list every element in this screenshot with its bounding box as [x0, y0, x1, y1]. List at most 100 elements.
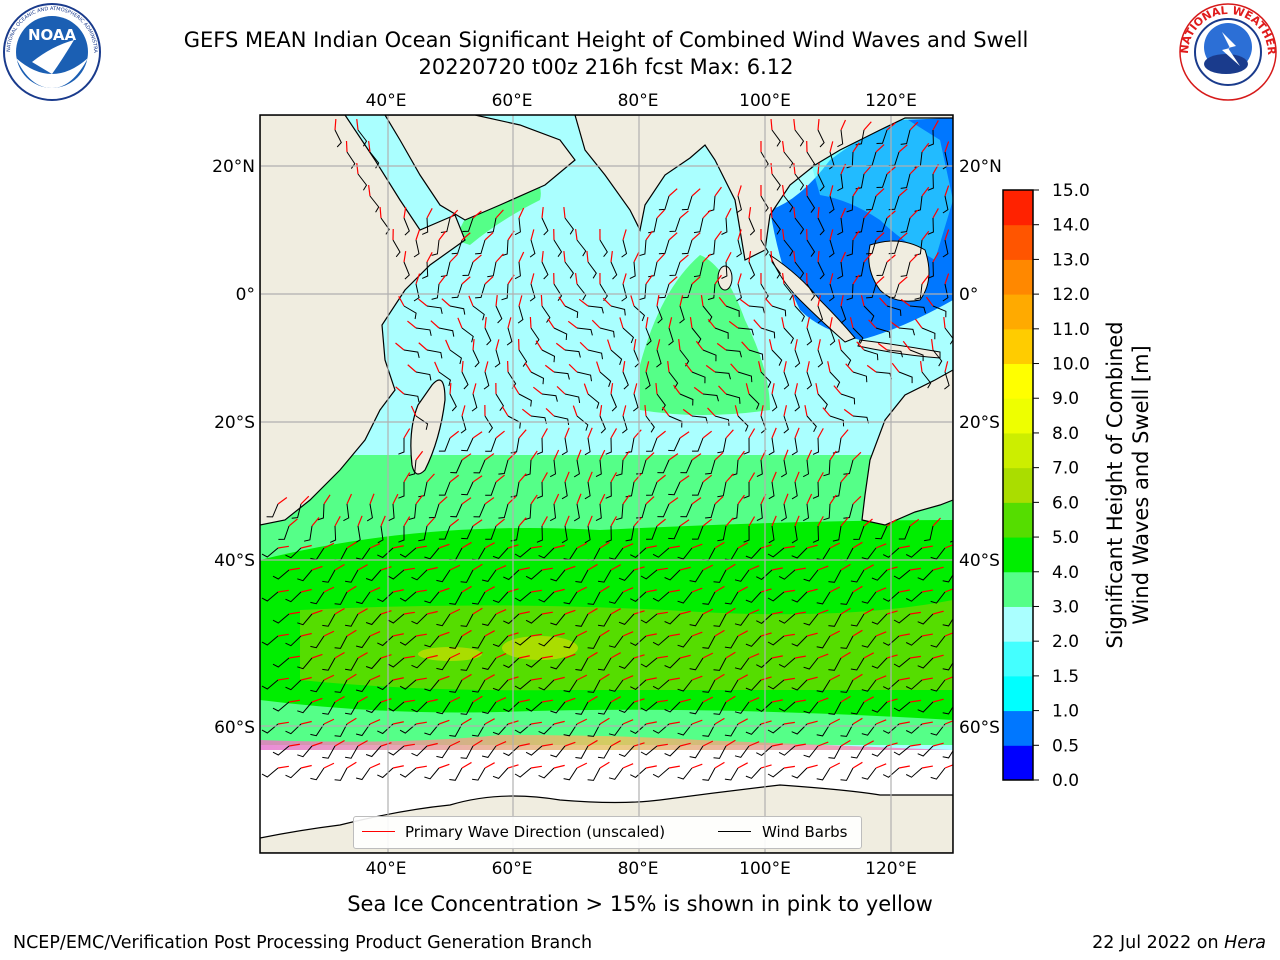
wave-direction-arrow: [323, 674, 335, 681]
wind-barb: [756, 657, 773, 669]
wind-barb: [377, 635, 394, 647]
wind-barb: [317, 503, 325, 521]
wave-direction-arrow: [668, 633, 680, 637]
wind-barb: [640, 745, 658, 756]
wind-barb: [608, 767, 624, 780]
wave-direction-arrow: [914, 318, 923, 329]
wind-barb: [334, 767, 348, 781]
wave-direction-arrow: [838, 339, 842, 351]
wave-direction-arrow: [679, 610, 691, 615]
wind-barb: [424, 635, 440, 648]
colorbar-tick-label: 15.0: [1052, 181, 1090, 201]
colorbar-segment: [1003, 710, 1033, 746]
wind-barb: [828, 195, 835, 214]
wave-direction-arrow: [668, 497, 679, 505]
wind-barb: [377, 767, 394, 779]
wind-barb: [461, 437, 474, 452]
wind-barb: [791, 481, 798, 500]
wind-barb: [541, 349, 556, 363]
wave-direction-arrow: [645, 317, 649, 329]
wind-barb: [297, 569, 313, 582]
wind-barb: [917, 613, 934, 625]
wind-barb: [472, 679, 486, 693]
wind-barb: [705, 503, 716, 519]
wind-barb: [424, 679, 440, 692]
wind-barb: [806, 151, 816, 169]
wave-direction-arrow: [760, 544, 772, 549]
wind-barb: [438, 437, 451, 452]
wind-barb: [492, 635, 509, 647]
wave-direction-arrow: [300, 764, 312, 769]
wave-direction-arrow: [415, 494, 424, 505]
wind-barb: [778, 657, 796, 668]
wind-barb: [645, 327, 652, 346]
wave-direction-arrow: [567, 320, 578, 329]
wind-barb: [365, 613, 382, 626]
wind-barb: [538, 723, 555, 735]
wind-barb: [403, 305, 417, 320]
wind-barb: [806, 371, 813, 390]
wave-direction-arrow: [392, 493, 399, 505]
wind-barb: [680, 459, 693, 474]
wind-barb: [618, 657, 635, 669]
wave-direction-arrow: [535, 340, 543, 351]
wind-barb: [756, 745, 773, 757]
wave-direction-arrow: [300, 632, 312, 637]
wind-barb: [956, 262, 961, 279]
wave-direction-arrow: [673, 384, 681, 395]
wind-barb: [681, 283, 693, 299]
wind-barb: [691, 327, 702, 345]
wave-direction-arrow: [564, 471, 570, 483]
wave-direction-arrow: [495, 474, 505, 483]
wave-direction-arrow: [356, 119, 359, 131]
wind-barb: [956, 306, 965, 322]
wind-barb: [261, 767, 279, 778]
wave-direction-arrow: [300, 676, 312, 681]
wave-direction-arrow: [695, 340, 704, 351]
wind-barb: [767, 591, 785, 602]
wind-barb: [622, 327, 634, 344]
wind-barb: [669, 217, 681, 232]
wave-direction-arrow: [645, 545, 657, 549]
wave-direction-arrow: [630, 295, 635, 307]
wave-direction-arrow: [827, 361, 831, 373]
wave-direction-arrow: [921, 545, 933, 549]
wave-direction-arrow: [346, 629, 357, 637]
lat-tick-right: 20°S: [959, 413, 1000, 433]
wave-direction-arrow: [334, 607, 345, 615]
wave-direction-arrow: [645, 496, 655, 505]
wind-barb: [828, 701, 842, 715]
wind-barb: [422, 217, 429, 235]
wind-barb: [608, 679, 624, 692]
wave-direction-arrow: [484, 361, 489, 373]
wave-direction-arrow: [300, 720, 312, 725]
legend-label-primary-wave: Primary Wave Direction (unscaled): [405, 823, 666, 841]
wave-direction-arrow: [793, 250, 796, 263]
wave-direction-arrow: [518, 655, 530, 659]
wind-barb: [538, 679, 555, 691]
wave-direction-arrow: [667, 361, 670, 373]
wave-direction-arrow: [334, 695, 345, 703]
wave-direction-arrow: [541, 655, 553, 659]
wave-direction-arrow: [472, 338, 475, 351]
wave-direction-arrow: [553, 449, 560, 461]
wave-direction-arrow: [691, 719, 703, 725]
wind-barb: [355, 679, 371, 693]
wave-direction-arrow: [555, 342, 566, 351]
wave-direction-arrow: [716, 342, 727, 351]
wave-direction-arrow: [645, 361, 650, 373]
wind-barb: [399, 723, 417, 734]
wave-direction-arrow: [863, 652, 874, 659]
colorbar-segment: [1003, 190, 1033, 226]
wave-direction-arrow: [426, 610, 438, 615]
wave-direction-arrow: [668, 589, 680, 593]
wind-barb: [492, 767, 509, 779]
wind-barb: [518, 349, 528, 367]
wind-barb: [771, 217, 781, 235]
wave-direction-arrow: [889, 320, 900, 329]
wave-direction-arrow: [725, 429, 734, 439]
wind-barb: [575, 701, 589, 715]
wave-direction-arrow: [645, 677, 657, 681]
wind-barb: [503, 745, 520, 757]
land-asia: [574, 115, 953, 261]
